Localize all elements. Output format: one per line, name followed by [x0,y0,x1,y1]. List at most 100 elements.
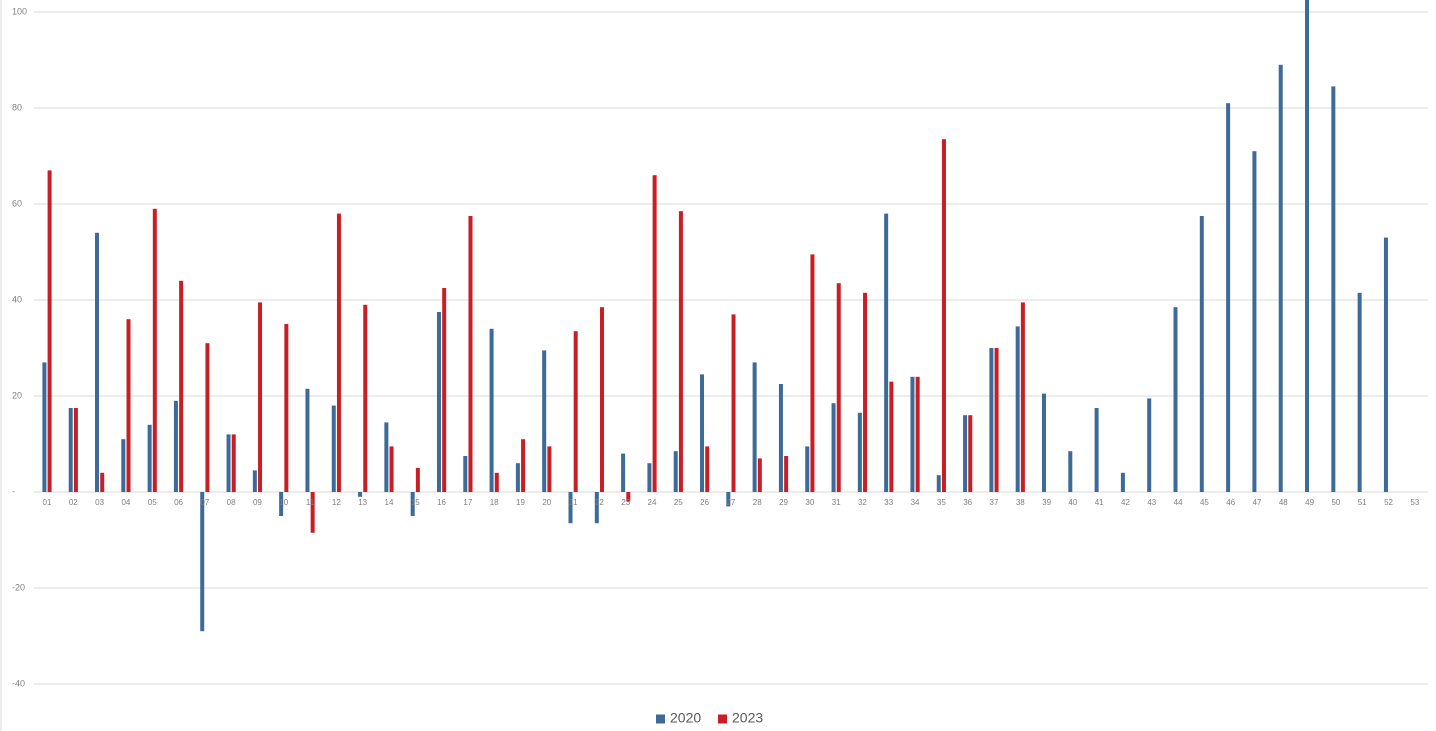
bar [1147,398,1152,492]
x-tick-label: 49 [1305,498,1314,507]
x-tick-label: 44 [1174,498,1183,507]
bar [863,292,868,492]
bar [1020,302,1025,492]
x-tick-label: 12 [332,498,341,507]
x-tick-label: 27 [726,498,735,507]
legend-label: 2020 [670,710,701,726]
legend: 2020 2023 [656,710,763,726]
x-tick-label: 45 [1200,498,1209,507]
x-tick-label: 48 [1279,498,1288,507]
bar [805,446,810,492]
bar [621,453,626,492]
bar [258,302,263,492]
bar [521,439,526,492]
bar [731,314,736,492]
bar [678,211,683,492]
x-tick-label: 28 [753,498,762,507]
bar [463,456,468,492]
x-tick-label: 36 [963,498,972,507]
x-tick-label: 19 [516,498,525,507]
bar [673,451,678,492]
bar [784,456,789,492]
bar [594,492,599,524]
bar [889,381,894,492]
bar [200,492,205,632]
bar [547,446,552,492]
bar [1226,103,1231,492]
x-tick-label: 32 [858,498,867,507]
y-tick-label: 40 [12,294,22,304]
x-tick-label: 04 [121,498,130,507]
bar [179,280,184,492]
x-tick-label: 17 [463,498,472,507]
bar [42,362,47,492]
bar [305,388,310,492]
bar [705,446,710,492]
x-tick-label: 53 [1410,498,1419,507]
x-tick-label: 40 [1068,498,1077,507]
x-tick-label: 23 [621,498,630,507]
x-tick-label: 24 [648,498,657,507]
legend-swatch [656,714,665,724]
bar [726,492,731,507]
y-tick-label: -40 [12,678,25,688]
x-tick-label: 25 [674,498,683,507]
legend-swatch [718,714,727,724]
x-tick-label: 14 [385,498,394,507]
bar [1120,472,1125,492]
bar [884,213,889,492]
x-tick-label: 10 [279,498,288,507]
bar [1305,0,1310,492]
bar [1199,216,1204,492]
x-tick-label: 09 [253,498,262,507]
y-tick-label: 20 [12,390,22,400]
legend-label: 2023 [732,710,763,726]
x-tick-label: 01 [43,498,52,507]
x-tick-label: 46 [1226,498,1235,507]
bar [1383,237,1388,492]
bar [363,304,368,492]
bar [173,400,178,492]
x-tick-label: 15 [411,498,420,507]
bar [489,328,494,492]
bar [1068,451,1073,492]
bar [778,384,783,492]
y-tick-label: - [12,486,15,496]
bar [410,492,415,516]
x-tick-label: 41 [1095,498,1104,507]
bar [915,376,920,492]
x-tick-label: 29 [779,498,788,507]
x-tick-label: 33 [884,498,893,507]
x-tick-label: 50 [1331,498,1340,507]
bar [358,492,363,497]
bar [231,434,236,492]
x-tick-label: 43 [1147,498,1156,507]
bar [700,374,705,492]
bar [252,470,257,492]
bar [415,468,420,492]
bar [336,213,341,492]
bar [963,415,968,492]
x-tick-label: 05 [148,498,157,507]
bar [384,422,389,492]
bar [1015,326,1020,492]
x-tick-label: 22 [595,498,604,507]
x-tick-label: 42 [1121,498,1130,507]
bar [1041,393,1046,492]
bar [436,312,441,492]
bar [226,434,231,492]
bar [310,492,315,533]
bar [968,415,973,492]
x-tick-label: 08 [227,498,236,507]
x-tick-label: 03 [95,498,104,507]
x-tick-label: 06 [174,498,183,507]
bar [1331,86,1336,493]
x-tick-label: 11 [306,498,315,507]
bar [73,408,78,492]
bar [994,348,999,492]
x-tick-label: 07 [200,498,209,507]
bar [542,350,547,492]
bar [468,216,473,492]
y-tick-label: 60 [12,198,22,208]
bar [515,463,520,492]
